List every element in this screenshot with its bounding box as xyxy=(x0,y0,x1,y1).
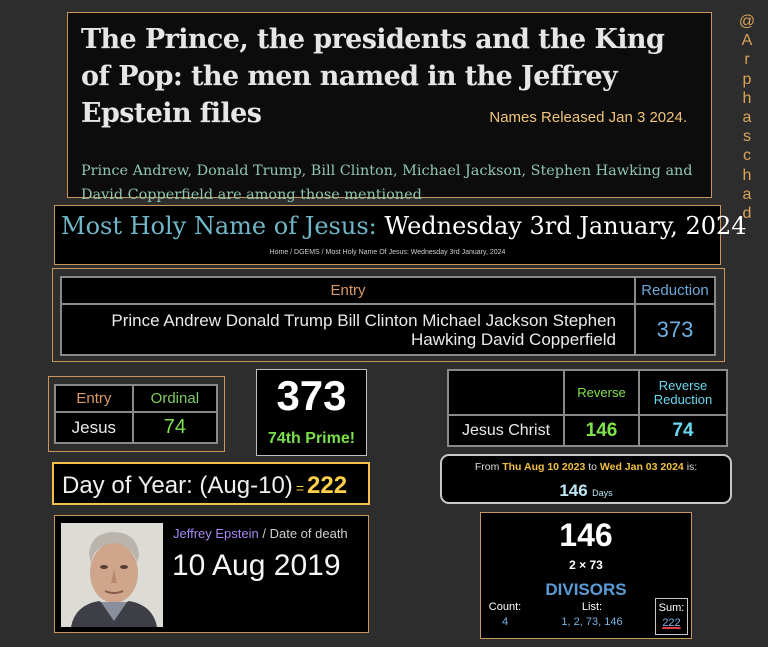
jesus-ordinal-panel: Entry Ordinal Jesus 74 xyxy=(48,376,225,452)
jesus-entry-cell: Jesus xyxy=(54,411,134,444)
days-count: 146 xyxy=(559,481,588,500)
credit-char: A xyxy=(741,32,753,50)
holy-name-heading: Most Holy Name of Jesus: Wednesday 3rd J… xyxy=(61,212,747,240)
entry-table: Entry Reduction Prince Andrew Donald Tru… xyxy=(60,276,716,356)
reverse-value-cell: 146 xyxy=(563,414,640,447)
sum-label: Sum: xyxy=(658,602,685,614)
date-of-death-label: / Date of death xyxy=(258,526,348,541)
blank-header-cell xyxy=(447,368,565,417)
holy-name-date: Wednesday 3rd January, 2024 xyxy=(384,212,747,240)
person-name: Jeffrey Epstein xyxy=(173,526,259,541)
is-label: is: xyxy=(686,461,698,473)
count-label: Count: xyxy=(488,601,522,613)
death-date-panel: Jeffrey Epstein / Date of death 10 Aug 2… xyxy=(54,515,369,633)
credit-char: c xyxy=(743,147,751,165)
sum-column: Sum: 222 xyxy=(656,602,687,629)
credit-char: @ xyxy=(738,13,756,30)
reverse-reduction-column-header: Reverse Reduction xyxy=(638,368,728,417)
list-label: List: xyxy=(581,601,603,613)
from-label: From xyxy=(474,461,500,473)
credit-char: h xyxy=(742,89,752,107)
factorization: 2 × 73 xyxy=(569,558,603,572)
reduction-column-header: Reduction xyxy=(634,276,716,305)
reverse-table: Reverse Reverse Reduction Jesus Christ 1… xyxy=(447,368,728,447)
death-date: 10 Aug 2019 xyxy=(172,549,341,582)
from-date: Thu Aug 10 2023 xyxy=(502,461,586,473)
credit-char: s xyxy=(743,128,751,146)
equals-sign: = xyxy=(295,480,304,496)
credit-char: h xyxy=(742,166,752,184)
portrait-illustration xyxy=(61,523,163,627)
count-column: Count: 4 xyxy=(487,601,523,628)
ordinal-column-header: Ordinal xyxy=(131,384,219,413)
entry-column-header: Entry xyxy=(54,384,134,413)
date-range-result: 146 Days xyxy=(442,481,730,501)
credit-char: p xyxy=(742,70,752,88)
entry-table-panel: Entry Reduction Prince Andrew Donald Tru… xyxy=(52,268,725,362)
divisors-panel: 146 2 × 73 DIVISORS Count: 4 List: 1, 2,… xyxy=(480,512,692,639)
prime-panel: 373 74th Prime! xyxy=(256,369,367,456)
day-of-year-label: Day of Year: (Aug-10) xyxy=(62,472,293,499)
prime-number: 373 xyxy=(276,372,347,419)
list-value: 1, 2, 73, 146 xyxy=(561,616,623,628)
prime-label: 74th Prime! xyxy=(267,430,356,447)
ordinal-value-cell: 74 xyxy=(131,411,219,444)
day-of-year-panel: Day of Year: (Aug-10) = 222 xyxy=(52,462,370,505)
sum-value: 222 xyxy=(662,617,681,629)
days-unit: Days xyxy=(592,488,613,498)
to-label: to xyxy=(588,461,597,473)
day-of-year-line: Day of Year: (Aug-10) = 222 xyxy=(62,472,347,500)
credit-char: a xyxy=(742,109,752,127)
headline-panel: The Prince, the presidents and the King … xyxy=(67,12,712,203)
holy-name-banner: Most Holy Name of Jesus: Wednesday 3rd J… xyxy=(54,205,747,265)
jesus-christ-cell: Jesus Christ xyxy=(447,414,565,447)
release-note: Names Released Jan 3 2024. xyxy=(489,109,687,126)
death-label: Jeffrey Epstein / Date of death xyxy=(173,526,348,541)
day-of-year-value: 222 xyxy=(307,472,348,499)
to-date: Wed Jan 03 2024 xyxy=(599,461,684,473)
reduction-value-cell: 373 xyxy=(634,303,716,356)
sum-box: Sum: 222 xyxy=(655,598,688,635)
credit-char: a xyxy=(742,185,752,203)
divisors-title: DIVISORS xyxy=(545,580,627,599)
headline-subtitle: Prince Andrew, Donald Trump, Bill Clinto… xyxy=(81,163,693,203)
portrait-photo xyxy=(61,523,163,627)
list-column: List: 1, 2, 73, 146 xyxy=(551,601,633,628)
entry-column-header: Entry xyxy=(60,276,636,305)
credit-handle: @ A r p h a s c h a d xyxy=(735,12,759,223)
breadcrumb[interactable]: Home / DGEMS / Most Holy Name Of Jesus: … xyxy=(269,249,506,256)
credit-char: r xyxy=(744,51,750,69)
count-value: 4 xyxy=(501,616,509,628)
date-range-panel: From Thu Aug 10 2023 to Wed Jan 03 2024 … xyxy=(440,454,732,504)
entry-names-cell: Prince Andrew Donald Trump Bill Clinton … xyxy=(60,303,636,356)
credit-char: d xyxy=(742,205,752,223)
date-range-line: From Thu Aug 10 2023 to Wed Jan 03 2024 … xyxy=(442,461,730,473)
divisor-number: 146 xyxy=(559,517,613,553)
reverse-reduction-value-cell: 74 xyxy=(638,414,728,447)
reverse-column-header: Reverse xyxy=(563,368,640,417)
holy-name-prefix: Most Holy Name of Jesus: xyxy=(61,212,377,240)
headline-title: The Prince, the presidents and the King … xyxy=(81,24,665,129)
jesus-ordinal-table: Entry Ordinal Jesus 74 xyxy=(54,384,219,444)
